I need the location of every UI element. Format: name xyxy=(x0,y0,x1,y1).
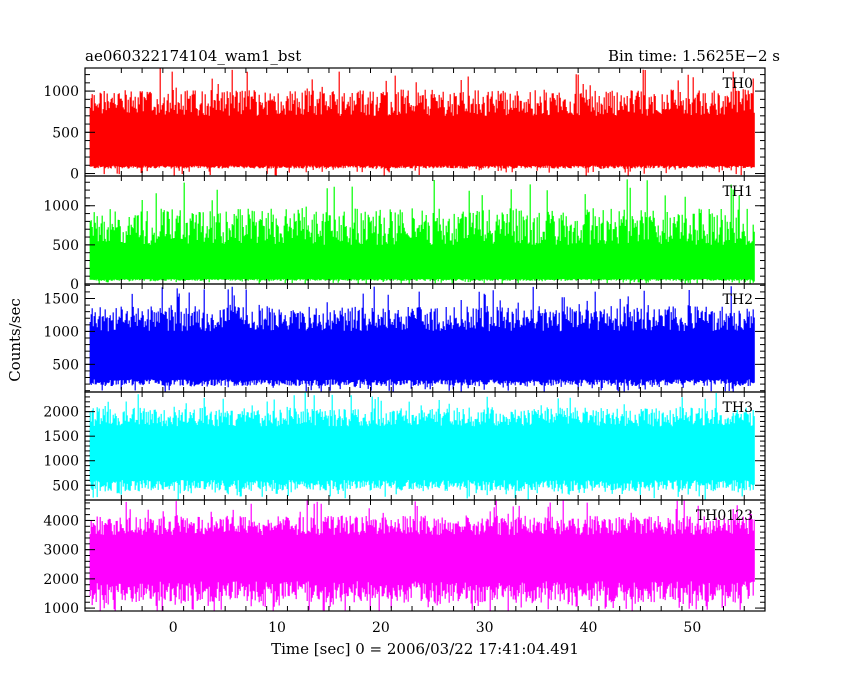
series-label-th1: TH1 xyxy=(723,184,753,200)
y-tick-label: 1000 xyxy=(43,324,79,340)
series-line-th3 xyxy=(89,392,755,500)
y-tick-label: 2000 xyxy=(43,405,79,421)
y-tick-label: 1500 xyxy=(43,429,79,445)
y-axis-label: Counts/sec xyxy=(6,298,24,382)
y-tick-label: 1000 xyxy=(43,454,79,470)
y-tick-label: 1000 xyxy=(43,199,79,215)
series-trace-th1 xyxy=(89,179,755,284)
y-tick-label: 500 xyxy=(52,357,79,373)
x-tick-label: 10 xyxy=(268,620,286,636)
series-line-th0123 xyxy=(89,500,755,611)
x-tick-label: 50 xyxy=(683,620,701,636)
y-tick-label: 3000 xyxy=(43,543,79,559)
y-tick-label: 0 xyxy=(70,167,79,183)
y-tick-label: 0 xyxy=(70,277,79,293)
y-tick-label: 1500 xyxy=(43,291,79,307)
y-tick-label: 500 xyxy=(52,125,79,141)
x-tick-label: 40 xyxy=(580,620,598,636)
title-right: Bin time: 1.5625E−2 s xyxy=(608,47,780,65)
series-trace-th0123 xyxy=(89,500,755,611)
y-tick-label: 500 xyxy=(52,478,79,494)
series-trace-th3 xyxy=(89,392,755,500)
series-trace-th2 xyxy=(89,286,755,392)
series-line-th1 xyxy=(89,179,755,284)
series-label-th0: TH0 xyxy=(723,76,753,92)
series-line-th2 xyxy=(89,286,755,392)
series-label-th2: TH2 xyxy=(723,292,753,308)
y-tick-label: 1000 xyxy=(43,601,79,617)
y-tick-label: 2000 xyxy=(43,572,79,588)
y-tick-label: 1000 xyxy=(43,84,79,100)
y-tick-label: 500 xyxy=(52,238,79,254)
x-axis-label: Time [sec] 0 = 2006/03/22 17:41:04.491 xyxy=(271,640,579,658)
x-tick-label: 0 xyxy=(169,620,178,636)
x-tick-label: 30 xyxy=(476,620,494,636)
series-trace-th0 xyxy=(89,68,755,176)
title-left: ae060322174104_wam1_bst xyxy=(85,47,301,65)
series-label-th3: TH3 xyxy=(723,400,753,416)
series-label-th0123: TH0123 xyxy=(696,508,753,524)
series-line-th0 xyxy=(89,68,755,176)
x-tick-label: 20 xyxy=(372,620,390,636)
y-tick-label: 4000 xyxy=(43,513,79,529)
